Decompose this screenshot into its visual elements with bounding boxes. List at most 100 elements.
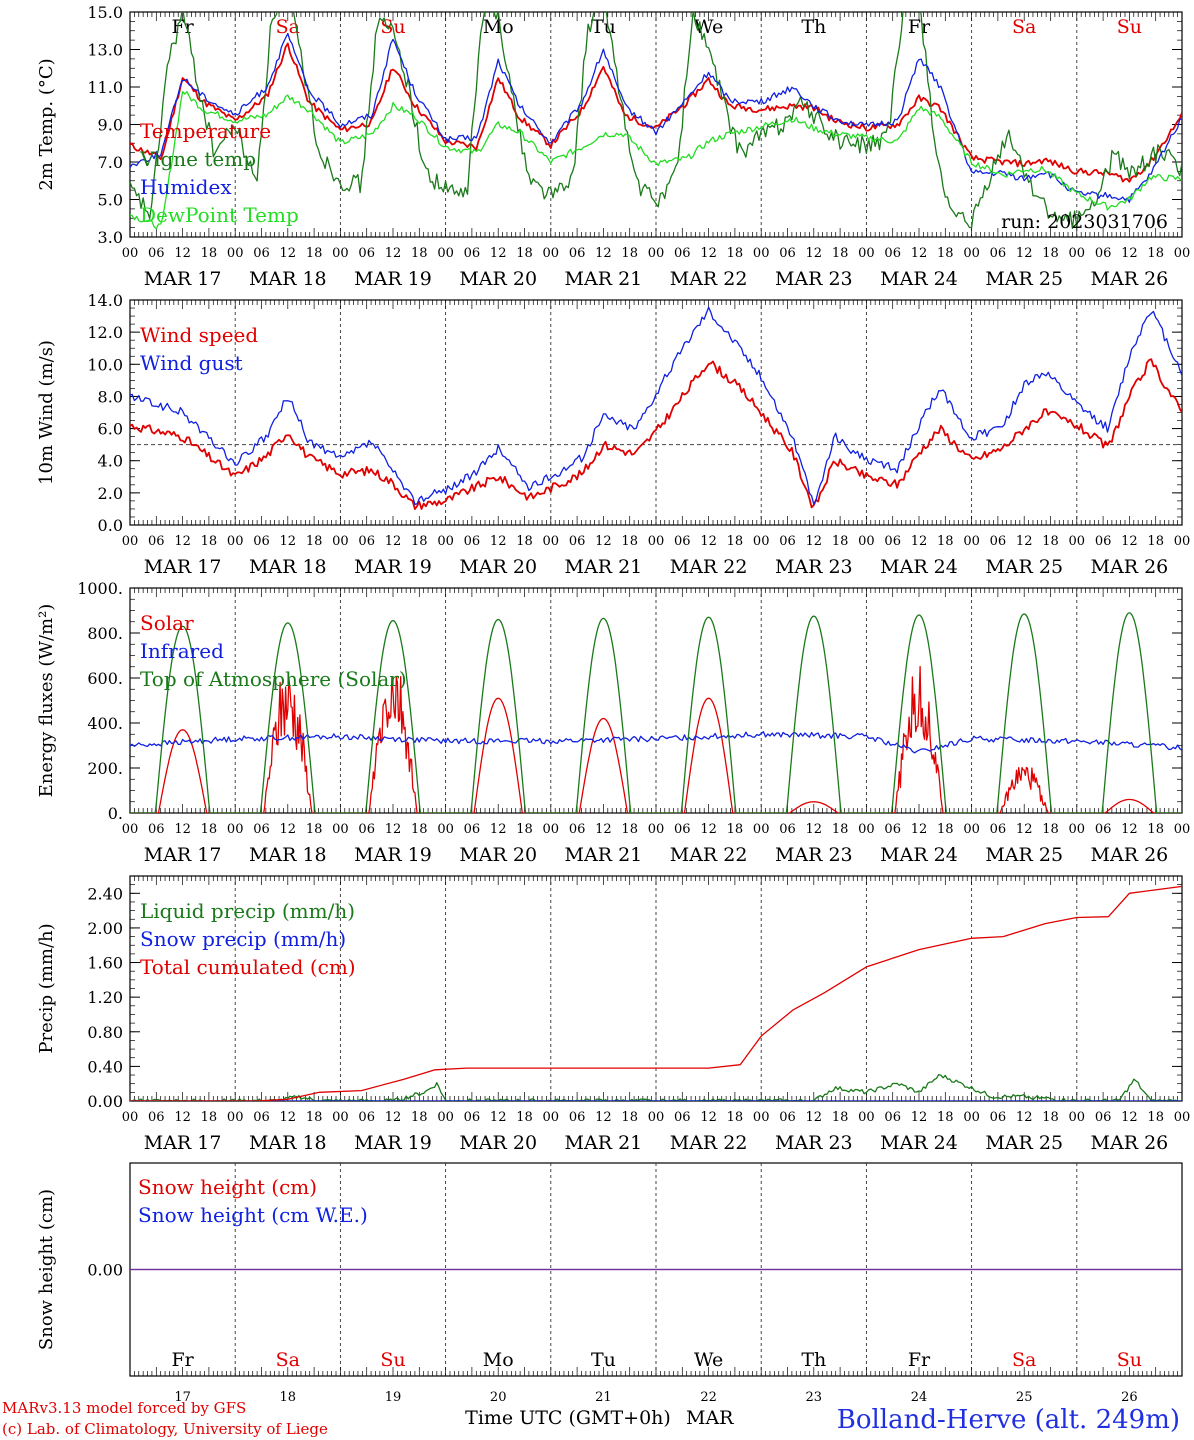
hour-label: 12 [1121, 246, 1138, 261]
hour-label: 18 [832, 246, 849, 261]
hour-label: 12 [490, 822, 507, 837]
plot-area [130, 612, 1182, 813]
hour-label: 12 [1016, 822, 1033, 837]
hour-label: 06 [464, 822, 481, 837]
date-label: MAR 25 [985, 844, 1063, 866]
date-label: MAR 25 [985, 1132, 1063, 1154]
hour-label: 06 [569, 822, 586, 837]
hour-label: 00 [753, 246, 770, 261]
y-tick-label: 0. [108, 804, 123, 823]
day-number-label: 24 [911, 1390, 928, 1405]
hour-label: 06 [148, 1110, 165, 1125]
hour-label: 06 [990, 246, 1007, 261]
series-line-red [130, 885, 1182, 1101]
hour-label: 12 [911, 246, 928, 261]
date-label: MAR 26 [1091, 1132, 1169, 1154]
date-label: MAR 21 [565, 268, 643, 290]
date-label: MAR 19 [354, 1132, 432, 1154]
hour-label: 18 [306, 822, 323, 837]
hour-label: 18 [621, 822, 638, 837]
panel-4: 0.00 0.40 0.80 1.20 1.60 2.00 2.40 Precip (mm/h… [36, 875, 1190, 1154]
hour-label: 00 [648, 822, 665, 837]
date-label: MAR 21 [565, 1132, 643, 1154]
hour-label: 18 [832, 1110, 849, 1125]
hour-label: 18 [621, 534, 638, 549]
panel-5: 0.00 Snow height (cm) Fr 17 Sa 18 Su 19 Mo 20 Tu 21… [36, 1162, 1183, 1405]
weekday-label: Su [380, 1349, 405, 1371]
hour-label: 00 [963, 1110, 980, 1125]
date-label: MAR 19 [354, 268, 432, 290]
hour-label: 06 [569, 1110, 586, 1125]
hour-label: 18 [411, 246, 428, 261]
hour-label: 12 [174, 534, 191, 549]
hour-label: 00 [1069, 534, 1086, 549]
date-label: MAR 19 [354, 844, 432, 866]
hour-label: 18 [411, 534, 428, 549]
date-label: MAR 21 [565, 556, 643, 578]
series-line-red [130, 42, 1182, 183]
date-label: MAR 26 [1091, 268, 1169, 290]
hour-label: 06 [990, 534, 1007, 549]
hour-label: 00 [332, 1110, 349, 1125]
series-line-blue [130, 32, 1182, 203]
date-label: MAR 17 [144, 844, 222, 866]
hour-label: 00 [1069, 822, 1086, 837]
hour-label: 18 [1042, 822, 1059, 837]
y-tick-label: 2.0 [98, 484, 123, 503]
day-number-label: 26 [1121, 1390, 1138, 1405]
hour-label: 00 [332, 246, 349, 261]
hour-label: 18 [937, 246, 954, 261]
weekday-label: Mo [483, 16, 514, 38]
date-label: MAR 18 [249, 1132, 327, 1154]
hour-label: 06 [148, 822, 165, 837]
hour-label: 18 [201, 246, 218, 261]
legend-red: Snow height (cm) [138, 1175, 317, 1199]
hour-label: 12 [174, 822, 191, 837]
panel-3: 0. 200. 400. 600. 800. 1000. Energy fluxes (W/… [36, 579, 1190, 866]
hour-label: 06 [569, 246, 586, 261]
hour-label: 06 [253, 534, 270, 549]
hour-label: 18 [727, 1110, 744, 1125]
hour-label: 00 [543, 822, 560, 837]
date-label: MAR 23 [775, 268, 853, 290]
hour-label: 12 [700, 822, 717, 837]
hour-label: 12 [700, 534, 717, 549]
date-label: MAR 20 [459, 556, 537, 578]
weekday-label: Fr [171, 1349, 194, 1371]
date-label: MAR 26 [1091, 844, 1169, 866]
weekday-label: Mo [483, 1349, 514, 1371]
hour-label: 00 [1174, 534, 1191, 549]
hour-label: 18 [727, 822, 744, 837]
hour-label: 18 [1147, 1110, 1164, 1125]
series-line-blue [130, 306, 1182, 505]
hour-label: 18 [832, 822, 849, 837]
hour-label: 18 [1147, 534, 1164, 549]
series-line-green [130, 12, 1182, 229]
hour-label: 00 [227, 1110, 244, 1125]
footer-line-1: MARv3.13 model forced by GFS [2, 1399, 246, 1417]
date-label: MAR 22 [670, 268, 748, 290]
hour-label: 12 [595, 1110, 612, 1125]
series-line-blue [130, 731, 1182, 754]
hour-label: 06 [1095, 1110, 1112, 1125]
hour-label: 06 [148, 246, 165, 261]
hour-label: 00 [543, 534, 560, 549]
hour-label: 18 [832, 534, 849, 549]
hour-label: 00 [753, 1110, 770, 1125]
hour-label: 06 [464, 534, 481, 549]
hour-label: 18 [516, 534, 533, 549]
date-label: MAR 17 [144, 556, 222, 578]
hour-label: 12 [1121, 822, 1138, 837]
hour-label: 06 [253, 822, 270, 837]
date-label: MAR 19 [354, 556, 432, 578]
y-tick-label: 600. [87, 669, 123, 688]
weekday-label: Th [801, 16, 826, 38]
date-label: MAR 20 [459, 1132, 537, 1154]
hour-label: 12 [490, 246, 507, 261]
hour-label: 18 [1042, 534, 1059, 549]
hour-label: 18 [306, 246, 323, 261]
y-tick-label: 11.0 [87, 78, 123, 97]
hour-label: 12 [595, 534, 612, 549]
hour-label: 00 [543, 1110, 560, 1125]
date-label: MAR 23 [775, 1132, 853, 1154]
